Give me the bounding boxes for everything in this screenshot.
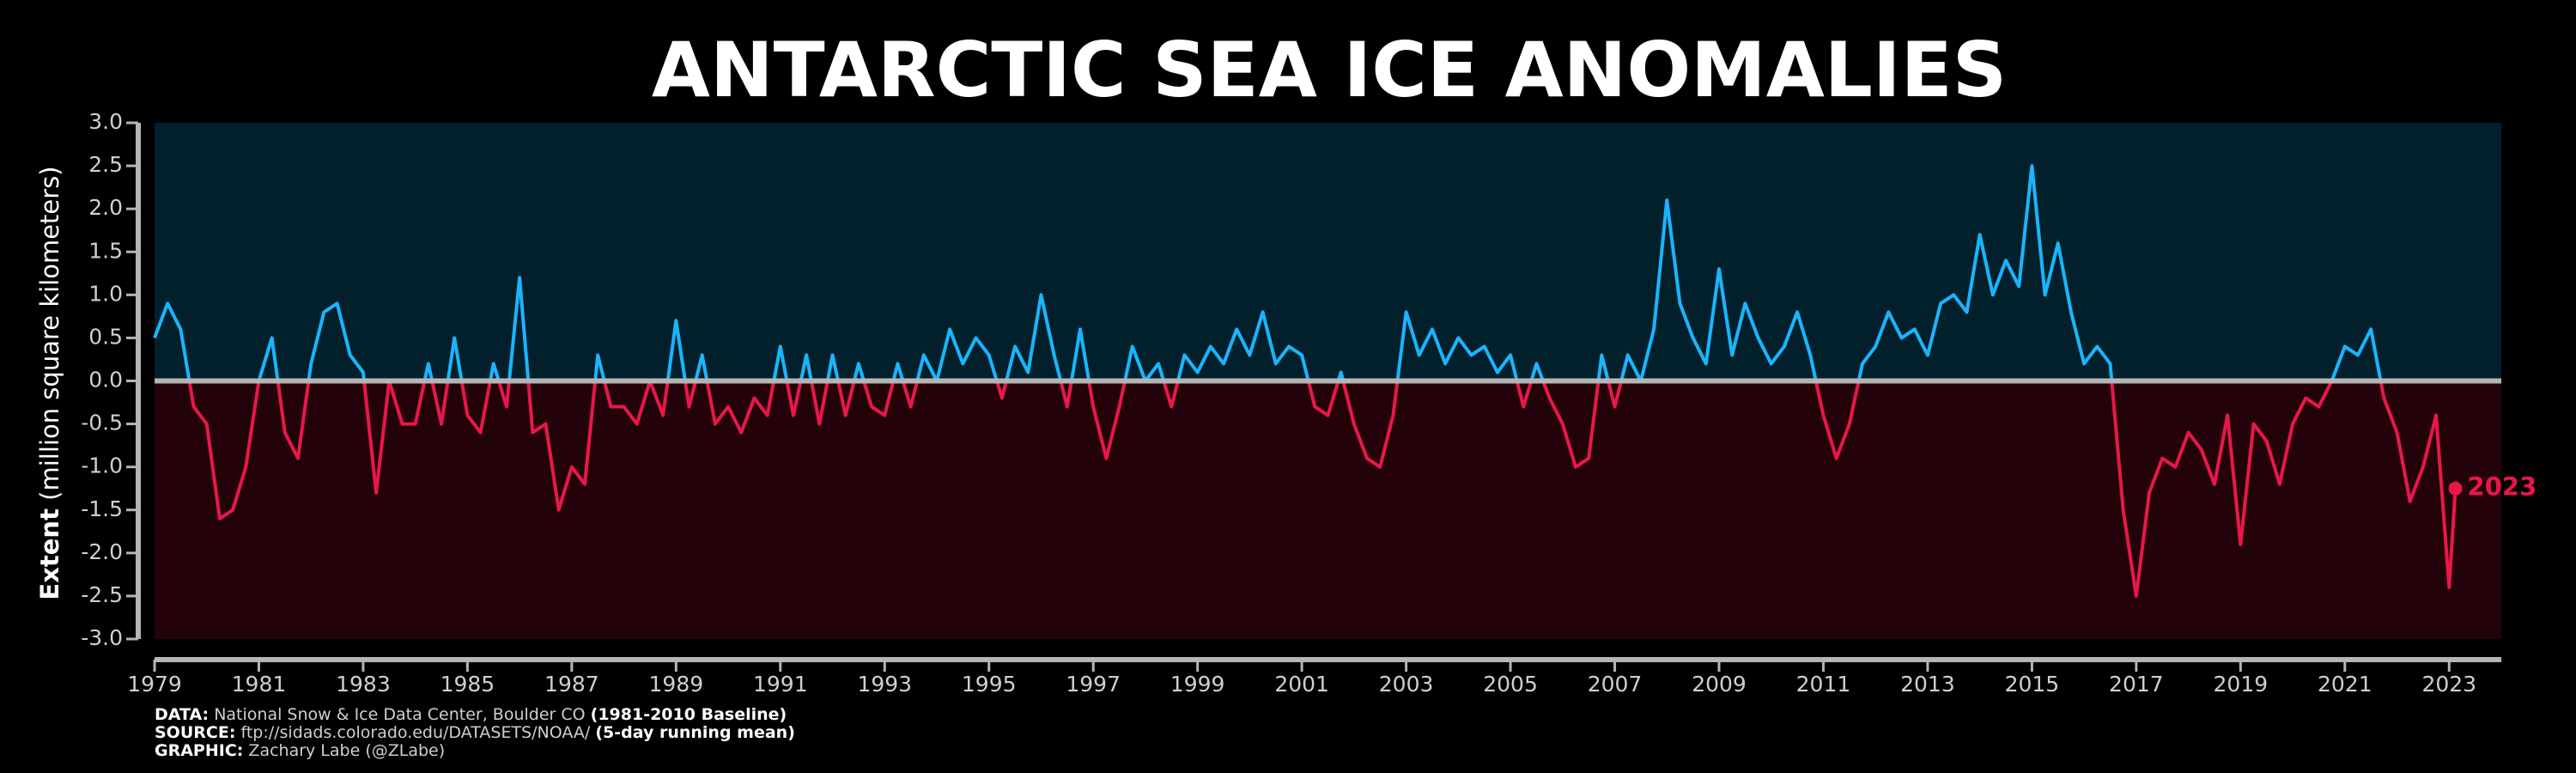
y-tick-label: 0.0: [88, 368, 123, 393]
x-tick-label: 2019: [2214, 672, 2269, 697]
plot-background-above: [155, 123, 2501, 381]
x-tick-label: 1995: [962, 672, 1017, 697]
x-tick-label: 2013: [1900, 672, 1955, 697]
x-tick-label: 1997: [1066, 672, 1121, 697]
chart-title: ANTARCTIC SEA ICE ANOMALIES: [652, 26, 2007, 114]
x-tick-label: 2007: [1588, 672, 1643, 697]
plot: 3.0 2.5 2.0 1.5 1.0 0.5 0.0 -0.5 -1.0 -1.5 -2.0 -2.…: [81, 109, 2537, 697]
footer-line: GRAPHIC: Zachary Labe (@ZLabe): [155, 741, 445, 760]
y-tick-label: -1.5: [81, 496, 123, 521]
footer-note: (1981-2010 Baseline): [591, 705, 787, 724]
footer-line: SOURCE: ftp://sidads.colorado.edu/DATASE…: [155, 723, 795, 742]
y-tick-label: 2.5: [88, 152, 123, 177]
y-axis-label: Extent (million square kilometers): [35, 166, 64, 600]
x-tick-label: 1979: [127, 672, 182, 697]
x-tick-label: 2005: [1483, 672, 1538, 697]
y-tick-label: -0.5: [81, 411, 123, 435]
y-tick-label: -2.5: [81, 582, 123, 607]
footer-text: ftp://sidads.colorado.edu/DATASETS/NOAA/: [240, 723, 590, 742]
line-below-zero: [187, 380, 2458, 598]
x-tick-label: 2017: [2109, 672, 2164, 697]
y-tick-label: 0.5: [88, 324, 123, 349]
x-tick-label: 2001: [1274, 672, 1329, 697]
y-tick-label: 1.5: [88, 238, 123, 263]
plot-background-below: [155, 380, 2501, 639]
x-tick-label: 1989: [649, 672, 704, 697]
footer-label: GRAPHIC:: [155, 741, 243, 760]
footer-label: DATA:: [155, 705, 209, 724]
annotation: 2023: [2468, 472, 2537, 502]
line-above-zero: [153, 164, 2383, 381]
x-tick-label: 2009: [1692, 672, 1747, 697]
last-point: [2448, 481, 2463, 496]
x-tick-label: 1985: [440, 672, 495, 697]
y-tick-label: -2.0: [81, 539, 123, 564]
y-tick-label: -1.0: [81, 453, 123, 478]
y-tick-label: 2.0: [88, 195, 123, 220]
x-tick-label: 2011: [1796, 672, 1851, 697]
y-tick-label: -3.0: [81, 625, 123, 650]
footer-label: SOURCE:: [155, 723, 235, 742]
y-axis-label-bold: Extent: [35, 508, 64, 600]
footer-text: Zachary Labe (@ZLabe): [248, 741, 445, 760]
y-axis-label-unit: (million square kilometers): [35, 166, 64, 500]
y-tick-label: 3.0: [88, 109, 123, 134]
x-tick-label: 1981: [232, 672, 287, 697]
x-tick-label: 1983: [336, 672, 391, 697]
footer-note: (5-day running mean): [595, 723, 795, 742]
x-tick-label: 1999: [1170, 672, 1225, 697]
x-tick-label: 2023: [2421, 672, 2476, 697]
x-tick-label: 1987: [544, 672, 599, 697]
y-tick-label: 1.0: [88, 281, 123, 306]
x-tick-label: 1991: [753, 672, 808, 697]
x-tick-label: 2015: [2005, 672, 2060, 697]
footer-line: DATA: National Snow & Ice Data Center, B…: [155, 705, 787, 724]
x-tick-label: 2003: [1379, 672, 1434, 697]
x-tick-label: 2021: [2318, 672, 2372, 697]
footer-text: National Snow & Ice Data Center, Boulder…: [214, 705, 585, 724]
x-tick-label: 1993: [857, 672, 912, 697]
